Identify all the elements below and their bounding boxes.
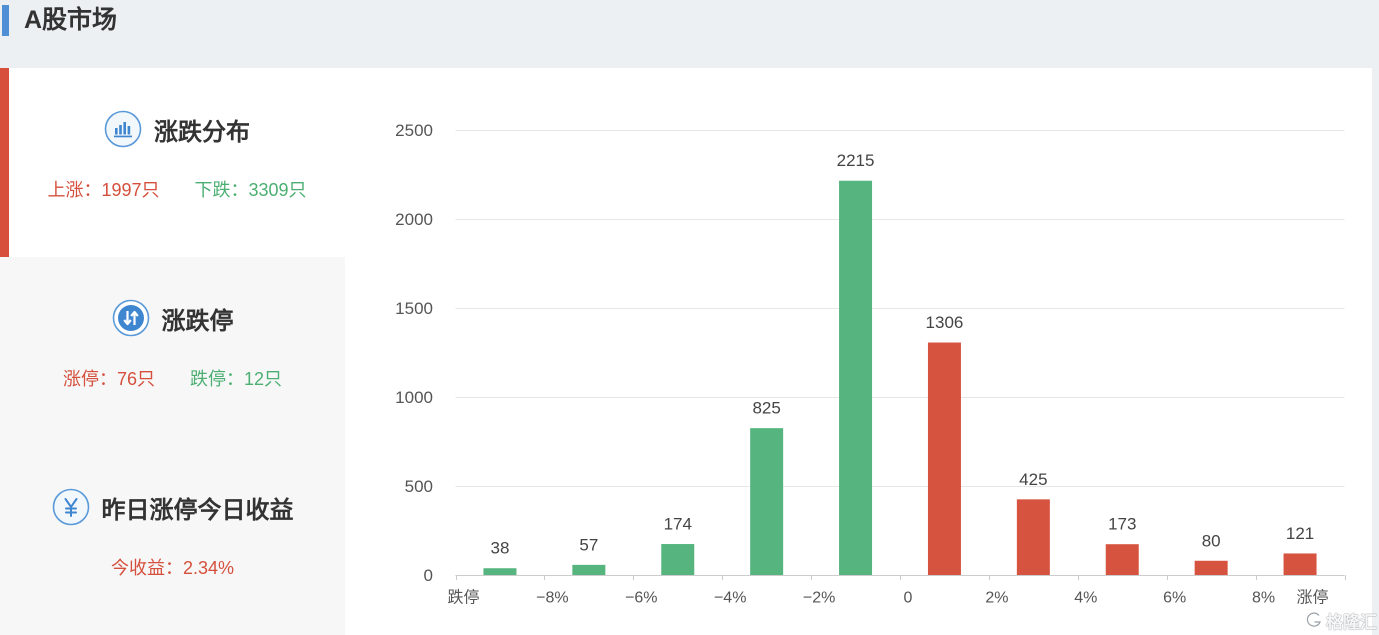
stat-label: 下跌： xyxy=(194,180,249,200)
stat-label: 上涨： xyxy=(47,180,102,200)
bar-value-label: 38 xyxy=(490,539,509,558)
stat-label: 涨停： xyxy=(62,369,117,389)
x-tick-label: 2% xyxy=(985,590,1008,607)
bar-value-label: 57 xyxy=(579,535,598,554)
stat-value: 1997只 xyxy=(101,180,160,200)
bar xyxy=(572,564,606,575)
bar-value-label: 425 xyxy=(1019,470,1047,489)
page-title: A股市场 xyxy=(24,6,118,34)
stat-label: 跌停： xyxy=(190,369,244,389)
x-tick-label: 0 xyxy=(904,590,913,607)
rise-fall-distribution-chart: 0 500 1000 1500 2000 2500 38 57 174 825 2215 1306 42… xyxy=(395,121,1346,607)
stat-value: 2.34% xyxy=(182,558,235,578)
sidebar-item-title: 涨跌分布 xyxy=(154,118,250,146)
bar xyxy=(483,568,517,575)
x-tick-label: 跌停 xyxy=(447,589,479,607)
today-return-stat: 今收益：2.34% xyxy=(111,556,234,580)
bar-value-label: 173 xyxy=(1108,515,1136,534)
fall-count-stat: 下跌：3309只 xyxy=(195,178,307,202)
watermark-text: 格隆汇 xyxy=(1326,612,1377,632)
yen-icon xyxy=(52,488,90,526)
sidebar-item-header: 涨跌分布 xyxy=(9,110,345,148)
sidebar-item-header: 涨跌停 xyxy=(0,299,345,337)
bar-value-label: 121 xyxy=(1286,524,1314,543)
sidebar-item-title: 昨日涨停今日收益 xyxy=(101,496,294,524)
x-tick-label: −4% xyxy=(714,590,746,607)
section-header: A股市场 xyxy=(0,0,1379,68)
sidebar-item-stats: 上涨：1997只 下跌：3309只 xyxy=(9,178,345,202)
x-tick-label: 8% xyxy=(1252,590,1275,607)
limit-up-count-stat: 涨停：76只 xyxy=(63,367,155,391)
limit-down-count-stat: 跌停：12只 xyxy=(190,367,282,391)
stat-value: 3309只 xyxy=(248,180,307,200)
sidebar-item-title: 涨跌停 xyxy=(161,307,234,335)
bar xyxy=(1105,544,1139,575)
sidebar-item-rise-fall-distribution[interactable]: 涨跌分布 上涨：1997只 下跌：3309只 xyxy=(0,68,345,257)
bar-value-label: 80 xyxy=(1202,531,1221,550)
bar-chart-icon xyxy=(104,110,142,148)
bar xyxy=(1194,560,1228,575)
up-down-arrows-icon xyxy=(112,299,150,337)
sidebar-item-stats: 涨停：76只 跌停：12只 xyxy=(0,367,345,391)
bar xyxy=(839,180,873,575)
x-tick-label: 涨停 xyxy=(1296,589,1328,607)
bar xyxy=(1016,499,1050,575)
y-tick-label: 0 xyxy=(424,566,433,585)
bar-value-label: 174 xyxy=(664,515,692,534)
bar xyxy=(1283,553,1317,575)
bar-value-label: 1306 xyxy=(926,313,964,332)
x-tick-label: −8% xyxy=(536,590,568,607)
y-tick-label: 1500 xyxy=(395,299,433,318)
y-tick-label: 500 xyxy=(405,477,433,496)
rise-count-stat: 上涨：1997只 xyxy=(47,178,159,202)
stat-value: 76只 xyxy=(116,369,155,389)
x-tick-label: −2% xyxy=(803,590,835,607)
sidebar-item-limit-up-down[interactable]: 涨跌停 涨停：76只 跌停：12只 xyxy=(0,257,345,446)
bar xyxy=(927,342,961,575)
watermark-logo-icon xyxy=(1304,610,1324,630)
sidebar-item-yesterday-limit-up-return[interactable]: 昨日涨停今日收益 今收益：2.34% xyxy=(0,446,345,635)
y-tick-label: 2500 xyxy=(395,121,433,140)
bar-value-label: 825 xyxy=(752,399,780,418)
x-tick-label: −6% xyxy=(625,590,657,607)
bar-value-label: 2215 xyxy=(837,151,875,170)
y-tick-label: 2000 xyxy=(395,210,433,229)
x-tick-label: 6% xyxy=(1163,590,1186,607)
watermark: 格隆汇 xyxy=(1304,608,1377,632)
sidebar-item-header: 昨日涨停今日收益 xyxy=(0,488,345,526)
header-accent-bar xyxy=(2,5,9,36)
y-tick-label: 1000 xyxy=(395,388,433,407)
stat-value: 12只 xyxy=(244,369,283,389)
x-tick-label: 4% xyxy=(1074,590,1097,607)
bar xyxy=(661,544,695,575)
sidebar-item-stats: 今收益：2.34% xyxy=(0,556,345,580)
bar xyxy=(750,428,784,575)
stat-label: 今收益： xyxy=(110,558,183,578)
